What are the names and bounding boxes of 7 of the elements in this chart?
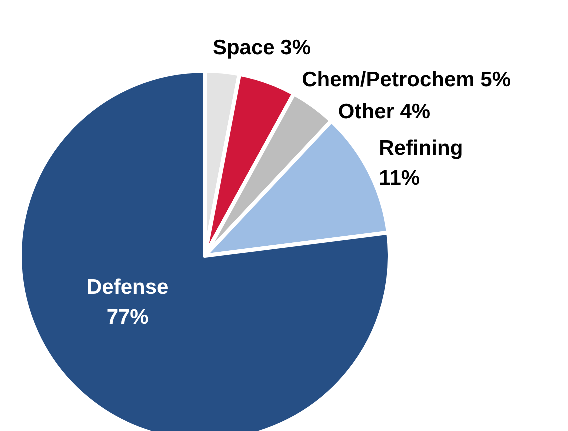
data-label: 77% [106,306,150,330]
slice-label: Refining [379,136,464,160]
slice-label: Space 3% [212,36,312,60]
data-label: 11% [379,166,420,190]
slice-label: Defense [86,276,169,300]
slice-label: Other 4% [338,100,431,124]
slice-label: Chem/Petrochem 5% [302,68,512,92]
